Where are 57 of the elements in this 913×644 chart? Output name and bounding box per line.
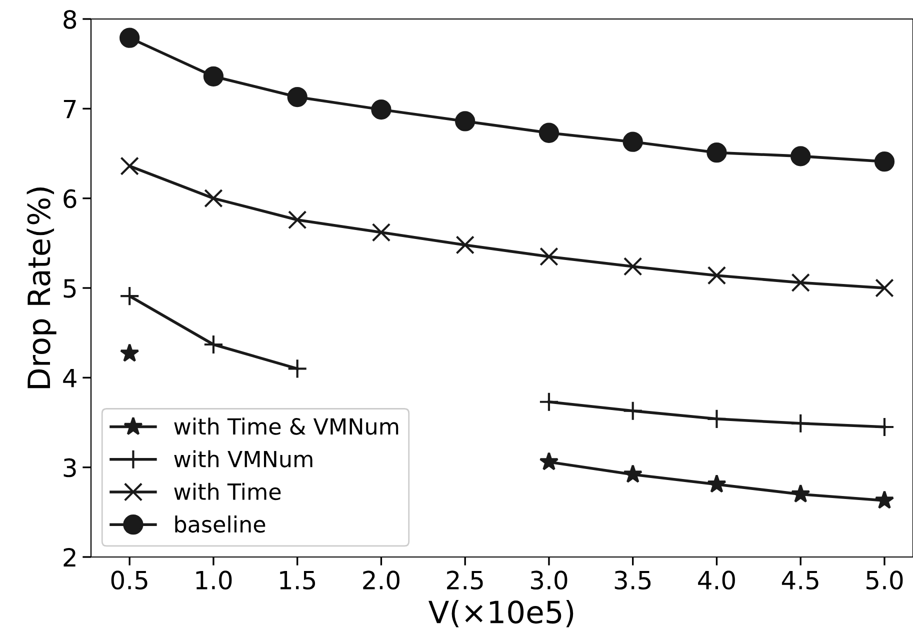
y-tick-label: 8 <box>64 10 76 29</box>
x-axis-title: V(×10e5) <box>428 600 574 628</box>
y-tick-label: 5 <box>64 279 76 298</box>
point <box>455 111 476 132</box>
y-tick-label: 7 <box>64 100 76 118</box>
point <box>120 156 139 176</box>
x-tick-label: 4.0 <box>698 570 735 590</box>
point <box>706 142 727 163</box>
point <box>203 66 224 86</box>
point <box>874 490 894 509</box>
point <box>120 343 140 362</box>
x-tick-label: 2.0 <box>363 570 400 590</box>
x-tick-label: 0.5 <box>111 570 148 590</box>
y-tick-label: 3 <box>64 458 76 478</box>
x-tick-label: 1.0 <box>196 570 232 590</box>
point <box>790 146 811 166</box>
x-tick-label: 1.5 <box>280 570 316 590</box>
point <box>456 236 474 254</box>
y-tick-label: 2 <box>64 548 76 566</box>
point <box>372 223 391 242</box>
point <box>538 392 560 412</box>
point <box>790 413 811 434</box>
point <box>120 28 140 48</box>
point <box>539 452 559 470</box>
point <box>707 266 726 285</box>
legend-label: baseline <box>175 515 266 533</box>
legend-label: with Time & VMNum <box>174 418 398 435</box>
point <box>538 122 560 143</box>
point <box>874 151 895 172</box>
point <box>288 210 307 230</box>
legend-label: with VMNum <box>174 450 312 468</box>
point <box>707 474 726 493</box>
x-tick-label: 2.5 <box>447 570 483 590</box>
point <box>790 484 810 503</box>
y-axis-title: Drop Rate(%) <box>26 188 56 388</box>
y-tick-label: 6 <box>64 189 76 208</box>
point <box>874 416 895 438</box>
point <box>203 334 224 355</box>
legend-label: with Time <box>174 482 281 500</box>
x-tick-label: 5.0 <box>866 570 903 590</box>
point <box>540 247 558 266</box>
point <box>623 464 642 483</box>
point <box>791 273 810 292</box>
x-tick-label: 4.5 <box>782 570 818 590</box>
point <box>875 278 894 298</box>
point <box>204 188 223 208</box>
point <box>120 286 140 306</box>
point <box>622 132 643 152</box>
y-tick-label: 4 <box>63 368 76 388</box>
point <box>287 358 308 379</box>
point <box>371 99 392 120</box>
x-tick-label: 3.0 <box>531 570 568 590</box>
x-tick-label: 3.5 <box>614 570 651 590</box>
point <box>623 257 642 276</box>
point <box>706 408 727 429</box>
point <box>622 400 643 421</box>
point <box>287 86 308 108</box>
